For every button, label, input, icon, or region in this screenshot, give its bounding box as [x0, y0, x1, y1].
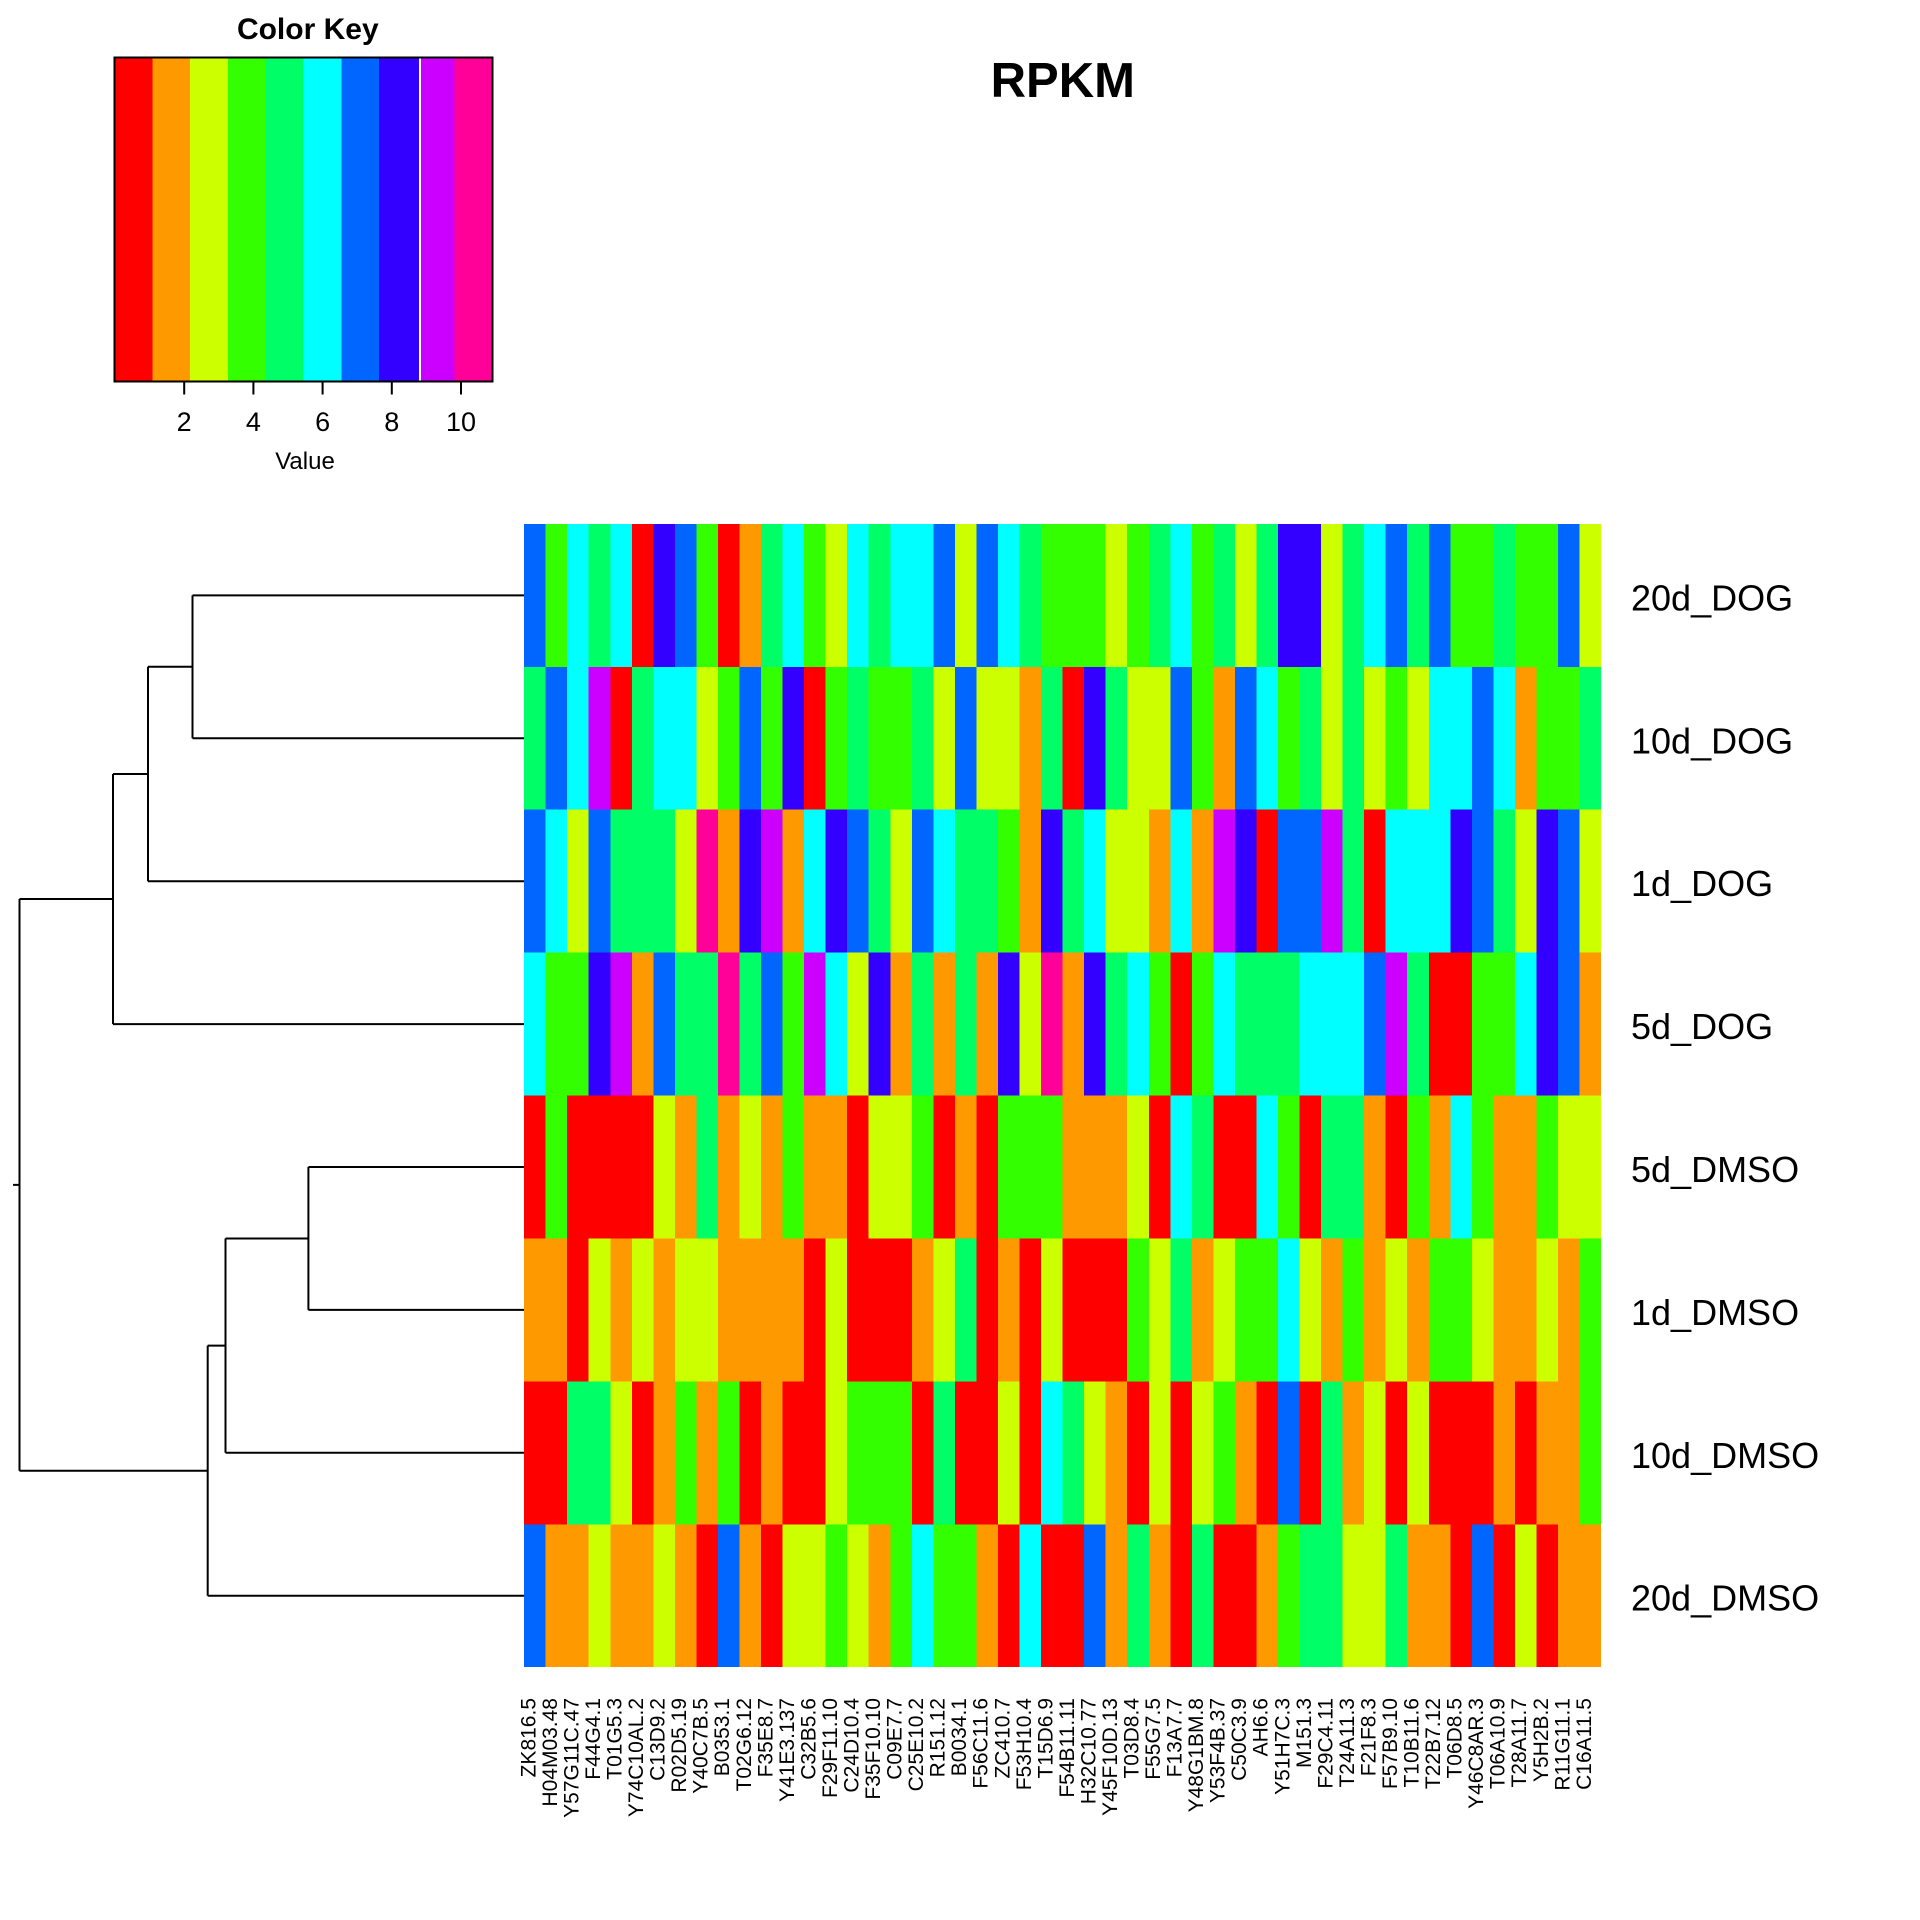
- svg-text:F53H10.4: F53H10.4: [1013, 1698, 1036, 1791]
- svg-text:F57B9.10: F57B9.10: [1379, 1698, 1402, 1789]
- svg-text:T10B11.6: T10B11.6: [1401, 1698, 1424, 1788]
- svg-text:F44G4.1: F44G4.1: [582, 1698, 605, 1780]
- svg-text:1d_DMSO: 1d_DMSO: [1631, 1292, 1799, 1333]
- svg-text:M151.3: M151.3: [1293, 1698, 1316, 1768]
- svg-text:C32B5.6: C32B5.6: [797, 1698, 820, 1780]
- svg-text:F54B11.11: F54B11.11: [1056, 1698, 1079, 1798]
- svg-text:Y5H2B.2: Y5H2B.2: [1530, 1698, 1553, 1782]
- svg-text:Y45F10D.13: Y45F10D.13: [1099, 1698, 1122, 1816]
- svg-text:C50C3.9: C50C3.9: [1228, 1698, 1251, 1781]
- svg-text:C16A11.5: C16A11.5: [1573, 1698, 1596, 1790]
- svg-text:Y41E3.137: Y41E3.137: [776, 1698, 799, 1802]
- svg-text:T24A11.3: T24A11.3: [1336, 1698, 1359, 1788]
- svg-text:F29F11.10: F29F11.10: [819, 1698, 842, 1798]
- svg-text:F13A7.7: F13A7.7: [1164, 1698, 1187, 1777]
- svg-text:8: 8: [384, 407, 399, 437]
- svg-text:R11G11.1: R11G11.1: [1551, 1698, 1574, 1791]
- svg-text:C09E7.7: C09E7.7: [884, 1698, 907, 1780]
- svg-text:Y57G11C.47: Y57G11C.47: [560, 1698, 583, 1818]
- svg-text:AH6.6: AH6.6: [1250, 1698, 1273, 1756]
- svg-text:20d_DOG: 20d_DOG: [1631, 577, 1793, 618]
- svg-text:C25E10.2: C25E10.2: [905, 1698, 928, 1791]
- svg-text:T15D6.9: T15D6.9: [1034, 1698, 1057, 1779]
- svg-text:T06A10.9: T06A10.9: [1487, 1698, 1510, 1789]
- svg-text:C24D10.4: C24D10.4: [840, 1698, 863, 1793]
- svg-text:B0034.1: B0034.1: [948, 1698, 971, 1776]
- svg-text:F56C11.6: F56C11.6: [970, 1698, 993, 1789]
- svg-text:10d_DMSO: 10d_DMSO: [1631, 1435, 1819, 1476]
- svg-text:F35F10.10: F35F10.10: [862, 1698, 885, 1800]
- svg-text:1d_DOG: 1d_DOG: [1631, 863, 1773, 904]
- svg-text:T06D8.5: T06D8.5: [1444, 1698, 1467, 1779]
- svg-text:T22B7.12: T22B7.12: [1422, 1698, 1445, 1789]
- svg-text:C13D9.2: C13D9.2: [647, 1698, 670, 1781]
- svg-text:6: 6: [315, 407, 330, 437]
- svg-text:5d_DMSO: 5d_DMSO: [1631, 1149, 1799, 1190]
- svg-text:T02G6.12: T02G6.12: [733, 1698, 756, 1791]
- svg-text:F35E8.7: F35E8.7: [754, 1698, 777, 1777]
- svg-text:Value: Value: [275, 448, 335, 475]
- svg-text:F29C4.11: F29C4.11: [1314, 1698, 1337, 1789]
- svg-text:H32C10.77: H32C10.77: [1077, 1698, 1100, 1804]
- svg-text:B0353.1: B0353.1: [711, 1698, 734, 1776]
- svg-text:ZC410.7: ZC410.7: [991, 1698, 1014, 1779]
- svg-text:10d_DOG: 10d_DOG: [1631, 720, 1793, 761]
- svg-text:Color Key: Color Key: [237, 13, 379, 46]
- svg-text:H04M03.48: H04M03.48: [539, 1698, 562, 1807]
- svg-text:F21F8.3: F21F8.3: [1357, 1698, 1380, 1776]
- svg-text:ZK816.5: ZK816.5: [517, 1698, 540, 1777]
- svg-text:Y53F4B.37: Y53F4B.37: [1207, 1698, 1230, 1803]
- svg-text:T01G5.3: T01G5.3: [604, 1698, 627, 1780]
- svg-text:Y40C7B.5: Y40C7B.5: [690, 1698, 713, 1794]
- svg-text:5d_DOG: 5d_DOG: [1631, 1006, 1773, 1047]
- svg-text:T03D8.4: T03D8.4: [1120, 1698, 1143, 1779]
- svg-text:4: 4: [246, 407, 261, 437]
- svg-text:Y46C8AR.3: Y46C8AR.3: [1465, 1698, 1488, 1809]
- svg-text:10: 10: [446, 407, 476, 437]
- svg-text:2: 2: [177, 407, 192, 437]
- svg-text:R02D5.19: R02D5.19: [668, 1698, 691, 1793]
- svg-text:Y51H7C.3: Y51H7C.3: [1271, 1698, 1294, 1795]
- svg-text:T28A11.7: T28A11.7: [1508, 1698, 1531, 1788]
- svg-text:F55G7.5: F55G7.5: [1142, 1698, 1165, 1780]
- svg-text:Y48G1BM.8: Y48G1BM.8: [1185, 1698, 1208, 1812]
- svg-text:RPKM: RPKM: [991, 54, 1135, 108]
- svg-text:R151.12: R151.12: [927, 1698, 950, 1777]
- svg-text:Y74C10AL.2: Y74C10AL.2: [625, 1698, 648, 1817]
- svg-text:20d_DMSO: 20d_DMSO: [1631, 1578, 1819, 1619]
